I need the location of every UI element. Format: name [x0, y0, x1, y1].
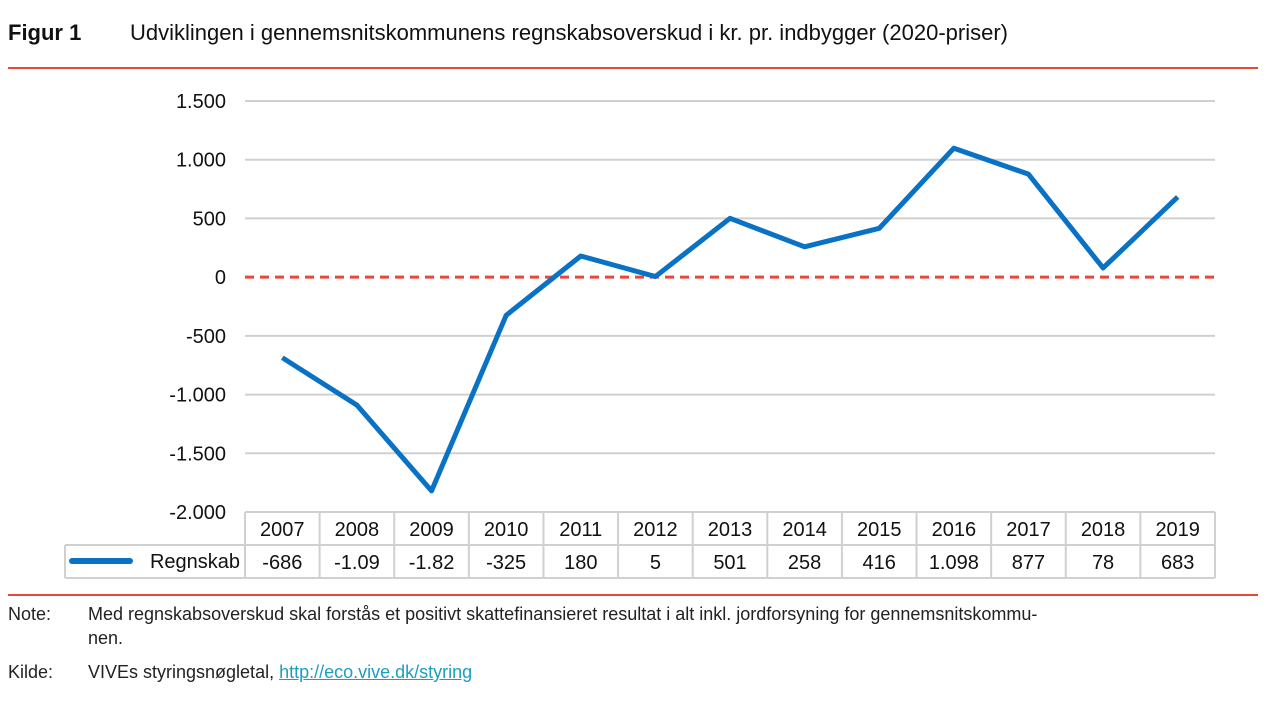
data-label: 683: [1161, 552, 1194, 574]
y-tick-label: -2.000: [169, 502, 226, 524]
x-tick-label: 2016: [932, 519, 977, 541]
source-link[interactable]: http://eco.vive.dk/styring: [279, 662, 473, 682]
data-label: -686: [262, 552, 302, 574]
y-tick-label: -1.000: [169, 385, 226, 407]
data-label: 5: [650, 552, 661, 574]
legend-label: Regnskab: [150, 551, 240, 573]
y-tick-label: 500: [193, 208, 226, 230]
data-label: -1.09: [334, 552, 380, 574]
y-tick-label: 0: [215, 267, 226, 289]
x-tick-label: 2010: [484, 519, 529, 541]
series-line-regnskab: [280, 145, 1180, 494]
figure-title: Udviklingen i gennemsnitskommunens regns…: [130, 20, 1008, 45]
x-tick-label: 2007: [260, 519, 305, 541]
source-label: Kilde:: [8, 662, 54, 682]
source-text: VIVEs styringsnøgletal, http://eco.vive.…: [88, 662, 472, 683]
note-line1: Med regnskabsoverskud skal forstås et po…: [88, 604, 1038, 624]
source-description: VIVEs styringsnøgletal,: [88, 662, 280, 682]
x-tick-label: 2014: [782, 519, 827, 541]
data-label: -1.82: [409, 552, 455, 574]
x-tick-label: 2017: [1006, 519, 1051, 541]
y-tick-label: -1.500: [169, 443, 226, 465]
x-tick-label: 2015: [857, 519, 902, 541]
x-tick-label: 2013: [708, 519, 753, 541]
x-tick-label: 2008: [335, 519, 380, 541]
data-label: -325: [486, 552, 526, 574]
y-tick-label: 1.500: [176, 91, 226, 113]
note-label: Note:: [8, 604, 52, 624]
y-tick-label: -500: [186, 326, 226, 348]
data-label: 501: [713, 552, 746, 574]
data-label: 78: [1092, 552, 1114, 574]
x-tick-label: 2018: [1081, 519, 1126, 541]
data-label: 180: [564, 552, 597, 574]
data-label: 258: [788, 552, 821, 574]
x-tick-label: 2019: [1155, 519, 1200, 541]
data-label: 1.098: [929, 552, 979, 574]
x-tick-label: 2011: [559, 519, 602, 541]
note-line2: nen.: [88, 628, 124, 648]
figure-label: Figur 1: [8, 20, 81, 45]
y-tick-label: 1.000: [176, 150, 226, 172]
data-label: 416: [863, 552, 896, 574]
data-label: 877: [1012, 552, 1045, 574]
x-tick-label: 2009: [409, 519, 454, 541]
x-tick-label: 2012: [633, 519, 678, 541]
